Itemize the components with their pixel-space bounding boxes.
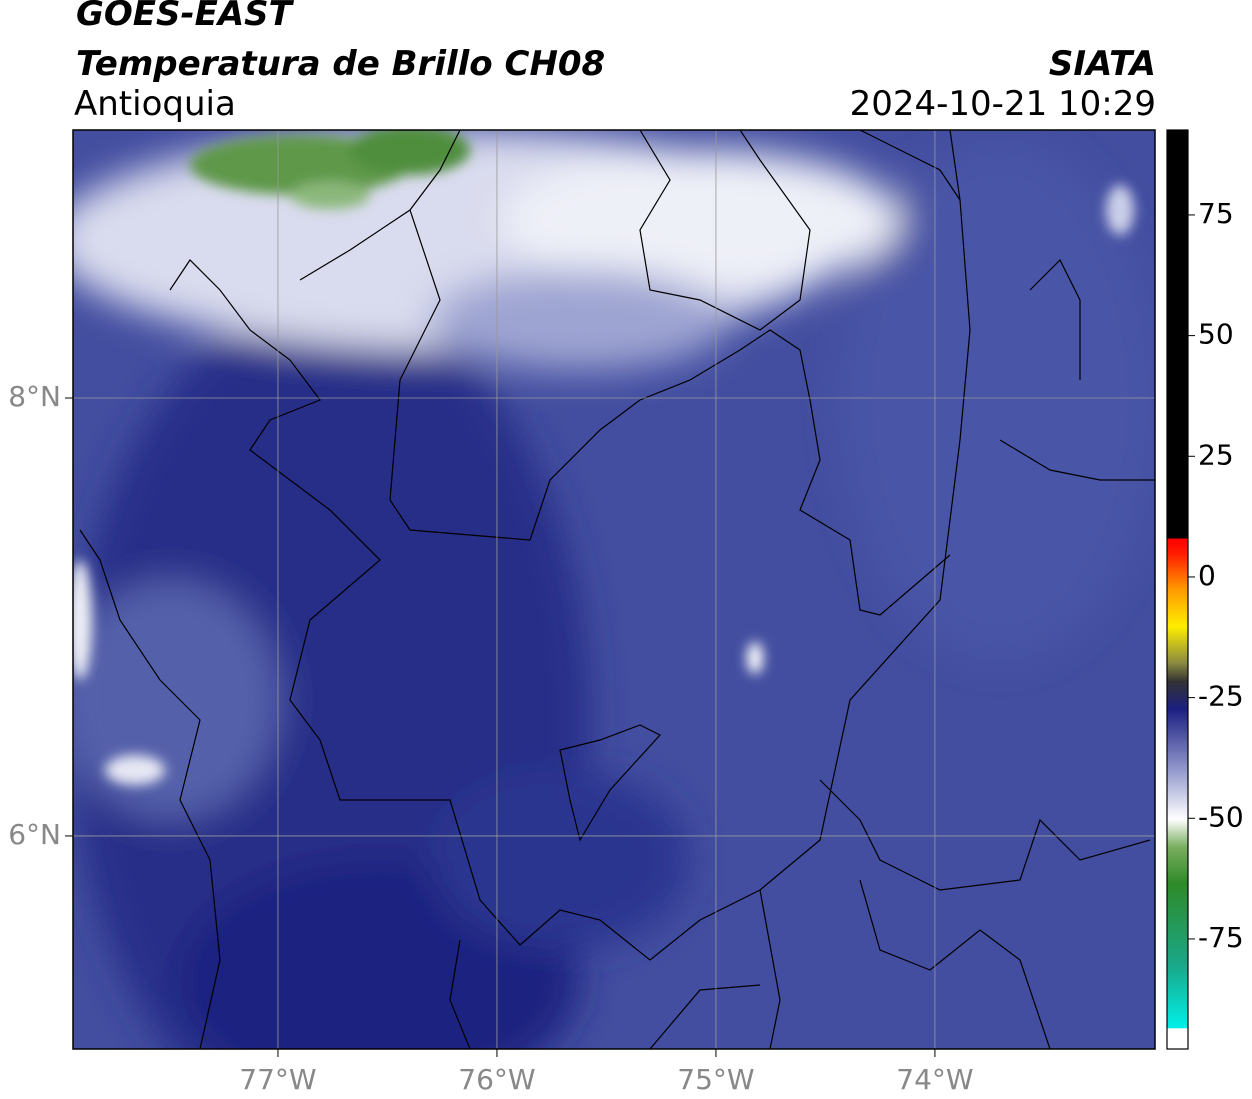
colorbar (1166, 129, 1189, 1050)
region: Antioquia (74, 84, 236, 124)
colorbar-tick-label: 0 (1198, 559, 1216, 592)
colorbar-tick-label: 75 (1198, 197, 1234, 230)
colorbar-tick-label: -50 (1198, 800, 1244, 833)
timestamp: 2024-10-21 10:29 (849, 84, 1156, 124)
x-tick-label: 76°W (458, 1063, 535, 1096)
product-title: Temperatura de Brillo CH08 (76, 44, 606, 84)
graticule (73, 130, 1155, 1049)
map-imagery (73, 130, 1155, 1049)
colorbar-tick-label: -75 (1198, 921, 1244, 954)
x-tick-label: 75°W (677, 1063, 754, 1096)
map-frame (72, 129, 1156, 1050)
x-tick-label: 74°W (896, 1063, 973, 1096)
y-tick-label: 6°N (8, 818, 61, 851)
colorbar-tick-label: 25 (1198, 438, 1234, 471)
colorbar-tick-label: 50 (1198, 318, 1234, 351)
x-tick-label: 77°W (239, 1063, 316, 1096)
y-tick-label: 8°N (8, 380, 61, 413)
colorbar-tick-label: -25 (1198, 680, 1244, 713)
satellite-title: GOES-EAST (76, 0, 292, 34)
agency: SIATA (1048, 44, 1156, 84)
